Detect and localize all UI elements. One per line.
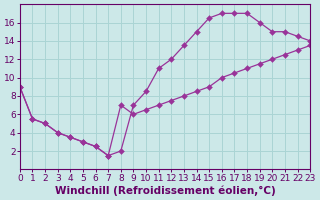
X-axis label: Windchill (Refroidissement éolien,°C): Windchill (Refroidissement éolien,°C) — [55, 185, 276, 196]
